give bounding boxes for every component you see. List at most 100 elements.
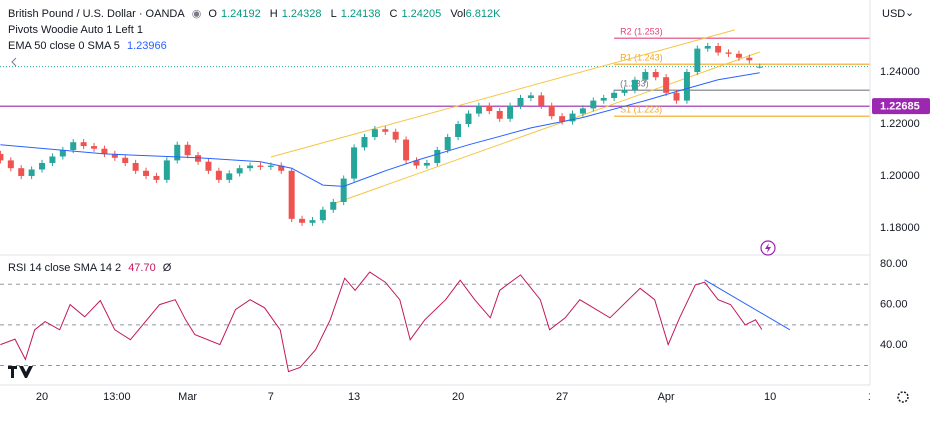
x-tick-label: 10 xyxy=(764,391,776,403)
rsi-tick-label: 60.00 xyxy=(880,298,908,310)
candle-body xyxy=(153,175,160,180)
ohlc-key: L xyxy=(330,8,337,20)
indicator-name: Pivots Woodie Auto 1 Left 1 xyxy=(8,24,143,36)
candle-body xyxy=(174,144,181,161)
candle-body xyxy=(704,46,711,49)
x-tick-label: Apr xyxy=(658,391,675,403)
candle-body xyxy=(579,108,586,114)
x-tick-label: 7 xyxy=(268,391,274,403)
pivot-label: R1 (1.243) xyxy=(620,53,663,63)
candle-body xyxy=(59,149,66,157)
indicator-value: 47.70 xyxy=(128,262,156,274)
candle-body xyxy=(340,178,347,202)
candle-body xyxy=(132,162,139,171)
currency-label: USD xyxy=(882,8,905,20)
candle-body xyxy=(330,201,337,210)
volume-value: 6.812K xyxy=(465,8,501,20)
candle-body xyxy=(725,52,732,54)
pivot-label: S1 (1.223) xyxy=(620,105,662,115)
ema-line xyxy=(0,72,760,187)
candle-body xyxy=(267,165,274,167)
candle-body xyxy=(351,147,358,179)
candle-body xyxy=(538,95,545,106)
candle-body xyxy=(527,95,534,98)
symbol-title: British Pound / U.S. Dollar · OANDA xyxy=(8,8,185,20)
candle-body xyxy=(413,160,420,166)
candle-body xyxy=(621,90,628,93)
tv-logo xyxy=(8,366,33,378)
candle-body xyxy=(101,148,108,154)
candle-body xyxy=(247,165,254,169)
price-tag xyxy=(872,98,930,115)
candle-body xyxy=(756,66,763,68)
candle-body xyxy=(319,209,326,221)
candle-body xyxy=(652,72,659,78)
candle-body xyxy=(663,77,670,93)
candle-body xyxy=(507,105,514,119)
candle-body xyxy=(455,123,462,137)
candle-body xyxy=(299,218,306,223)
volume-key: Vol xyxy=(450,8,466,20)
candle-body xyxy=(361,136,368,148)
candle-body xyxy=(631,79,638,91)
ema-legend: EMA 50 close 0 SMA 5 1.23966 xyxy=(8,40,171,52)
candle-body xyxy=(7,160,14,169)
event-bolt xyxy=(765,243,771,253)
candle-body xyxy=(0,153,4,161)
indicator-suffix: Ø xyxy=(162,262,172,274)
candle-body xyxy=(486,105,493,111)
x-tick-label: Mar xyxy=(178,391,197,403)
candle-body xyxy=(226,173,233,180)
y-tick-label: 1.18000 xyxy=(880,222,920,234)
candle-body xyxy=(257,165,264,167)
x-tick-label: 27 xyxy=(556,391,568,403)
candle-body xyxy=(143,170,150,176)
candle-body xyxy=(288,170,295,219)
x-tick-label: 20 xyxy=(36,391,48,403)
candle-body xyxy=(111,153,118,158)
ohlc-value: 1.24328 xyxy=(281,8,322,20)
rsi-trendline xyxy=(704,279,791,331)
candle-body xyxy=(122,157,129,163)
candle-body xyxy=(611,92,618,98)
candle-body xyxy=(517,97,524,106)
candle-body xyxy=(236,168,243,174)
candle-body xyxy=(392,131,399,140)
pivot-label: R2 (1.253) xyxy=(620,27,663,37)
channel-line xyxy=(335,51,760,204)
x-tick-label: 13 xyxy=(348,391,360,403)
candle-body xyxy=(434,149,441,163)
candle-body xyxy=(465,113,472,124)
indicator-name: EMA 50 close 0 SMA 5 xyxy=(8,40,120,52)
x-tick-label: 13:00 xyxy=(103,391,131,403)
currency-caret: ⌄ xyxy=(905,7,914,19)
rsi-tick-label: 40.00 xyxy=(880,339,908,351)
ohlc-value: 1.24192 xyxy=(220,8,261,20)
candle-body xyxy=(28,169,35,176)
ohlc-key: O xyxy=(208,8,217,20)
indicator-value: 1.23966 xyxy=(126,40,167,52)
y-tick-label: 1.22000 xyxy=(880,118,920,130)
x-tick-label: 20 xyxy=(452,391,464,403)
ohlc-value: 1.24205 xyxy=(401,8,442,20)
candle-body xyxy=(423,162,430,166)
candle-body xyxy=(309,220,316,223)
candle-body xyxy=(371,129,378,137)
candle-body xyxy=(215,170,222,180)
candle-body xyxy=(735,53,742,58)
candle-body xyxy=(49,156,56,163)
candle-body xyxy=(444,136,451,150)
candle-body xyxy=(382,129,389,132)
candle-body xyxy=(746,57,753,61)
candle-body xyxy=(403,139,410,161)
channel-line xyxy=(270,29,735,158)
settings-gear xyxy=(897,391,909,403)
rsi-tick-label: 80.00 xyxy=(880,258,908,270)
candle-body xyxy=(590,100,597,109)
collapse-arrow xyxy=(11,57,17,67)
status-dot: ◉ xyxy=(191,8,202,20)
indicator-name: RSI 14 close SMA 14 2 xyxy=(8,262,122,274)
y-tick-label: 1.24000 xyxy=(880,66,920,78)
price-tag-label: 1.22685 xyxy=(880,101,920,113)
